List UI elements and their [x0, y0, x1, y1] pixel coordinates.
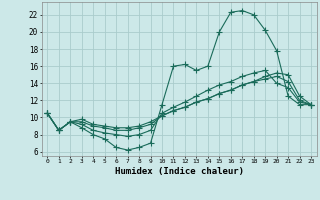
- X-axis label: Humidex (Indice chaleur): Humidex (Indice chaleur): [115, 167, 244, 176]
